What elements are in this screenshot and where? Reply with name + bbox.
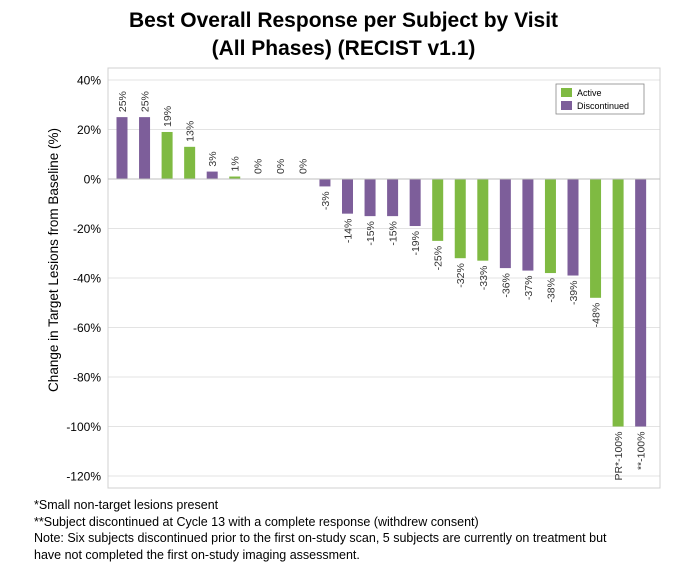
y-tick-label: -40% xyxy=(73,272,101,286)
bar-4 xyxy=(184,146,196,179)
footnote-4: have not completed the first on-study im… xyxy=(34,547,360,562)
y-tick-label: -100% xyxy=(66,420,101,434)
bar-label-7: 0% xyxy=(252,159,264,174)
bar-14 xyxy=(409,179,421,227)
legend-label-discontinued: Discontinued xyxy=(577,101,629,111)
legend-swatch-active xyxy=(561,88,572,97)
bar-12 xyxy=(364,179,376,217)
bar-13 xyxy=(387,179,399,217)
bar-label-23: PR*-100% xyxy=(613,432,625,481)
bar-labels: 25% 25% 19% 13% 3% 1% 0% 0% 0% -3% -14% -15% -15% -19… xyxy=(117,91,648,480)
y-tick-label: -20% xyxy=(73,222,101,236)
legend: Active Discontinued xyxy=(555,83,645,115)
bar-label-24: **-100% xyxy=(636,432,648,471)
bar-label-15: -25% xyxy=(433,246,445,271)
bar-label-21: -39% xyxy=(568,281,580,306)
footnote-1: *Small non-target lesions present xyxy=(34,498,219,512)
bar-16 xyxy=(454,179,466,259)
bar-label-13: -15% xyxy=(388,221,400,246)
footnotes: *Small non-target lesions present **Subj… xyxy=(34,497,674,563)
bar-19 xyxy=(522,179,534,271)
bar-3 xyxy=(161,131,173,179)
y-tick-label: 20% xyxy=(77,123,101,137)
bar-label-19: -37% xyxy=(523,276,535,301)
bar-24 xyxy=(635,179,647,427)
bar-label-18: -36% xyxy=(500,273,512,298)
bar-label-5: 3% xyxy=(207,151,219,166)
legend-label-active: Active xyxy=(577,88,602,98)
y-tick-label: 40% xyxy=(77,74,101,88)
y-tick-label: -80% xyxy=(73,371,101,385)
bar-label-6: 1% xyxy=(230,156,242,171)
footnote-3: Note: Six subjects discontinued prior to… xyxy=(34,531,607,545)
bar-label-8: 0% xyxy=(275,159,287,174)
bar-1 xyxy=(116,117,128,179)
bar-2 xyxy=(139,117,151,179)
plot-area-frame xyxy=(107,67,661,489)
bar-label-10: -3% xyxy=(320,191,332,210)
bar-20 xyxy=(544,179,556,274)
y-axis-ticks: 40% 20% 0% -20% -40% -60% -80% -100% -120% xyxy=(66,74,101,484)
bar-label-3: 19% xyxy=(162,106,174,127)
bar-label-12: -15% xyxy=(365,221,377,246)
bar-label-17: -33% xyxy=(478,266,490,291)
footnote-2: **Subject discontinued at Cycle 13 with … xyxy=(34,514,479,529)
bar-label-16: -32% xyxy=(455,263,467,288)
y-tick-label: 0% xyxy=(84,173,102,187)
bar-label-4: 13% xyxy=(185,121,197,142)
bar-label-14: -19% xyxy=(410,231,422,256)
bar-5 xyxy=(206,171,218,179)
y-axis-label: Change in Target Lesions from Baseline (… xyxy=(46,128,61,392)
legend-swatch-discontinued xyxy=(561,101,572,110)
bars xyxy=(116,117,647,427)
y-tick-label: -120% xyxy=(66,470,101,484)
bar-10 xyxy=(319,179,331,187)
bar-22 xyxy=(590,179,602,298)
bar-label-20: -38% xyxy=(545,278,557,303)
waterfall-chart: 40%20%0%-20%-40%-60%-80%-100%-120% 25% 25… xyxy=(46,67,661,489)
bar-label-11: -14% xyxy=(343,219,355,244)
bar-21 xyxy=(567,179,579,276)
bar-18 xyxy=(499,179,511,269)
bar-6 xyxy=(229,176,241,179)
y-tick-label: -60% xyxy=(73,321,101,335)
bar-17 xyxy=(477,179,489,261)
chart-title-line1: Best Overall Response per Subject by Vis… xyxy=(128,9,559,32)
bar-11 xyxy=(342,179,353,214)
bar-label-9: 0% xyxy=(297,159,309,174)
bar-23 xyxy=(612,179,624,427)
bar-15 xyxy=(432,179,444,241)
chart-title-line2: (All Phases) (RECIST v1.1) xyxy=(211,37,476,60)
bar-label-2: 25% xyxy=(140,91,152,112)
bar-label-1: 25% xyxy=(117,91,129,112)
bar-label-22: -48% xyxy=(591,303,603,328)
